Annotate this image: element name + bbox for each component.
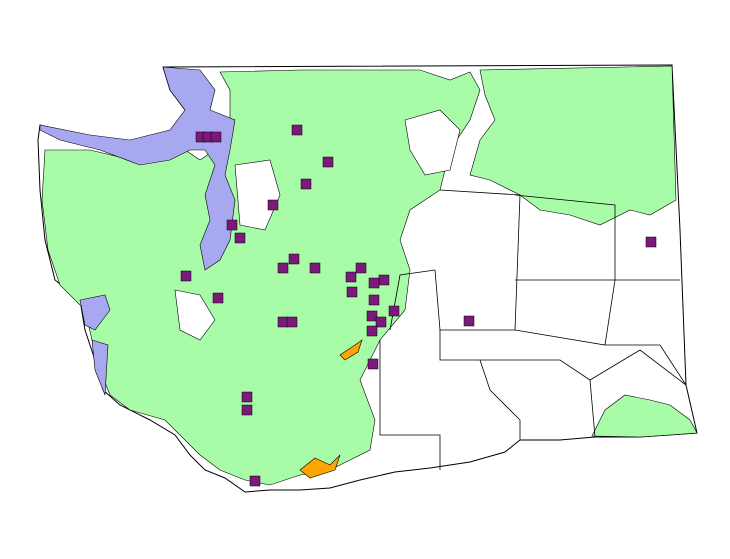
county-boundaries bbox=[379, 189, 687, 470]
site-marker bbox=[226, 219, 238, 231]
site-marker bbox=[368, 277, 380, 289]
site-markers bbox=[180, 124, 657, 487]
site-marker bbox=[300, 178, 312, 190]
puget-sound bbox=[39, 66, 236, 271]
site-marker bbox=[375, 316, 387, 328]
site-marker bbox=[367, 358, 379, 370]
site-marker bbox=[366, 310, 378, 322]
site-marker bbox=[288, 253, 300, 265]
forest-southeast bbox=[591, 394, 698, 438]
site-marker bbox=[463, 315, 475, 327]
site-marker bbox=[345, 271, 357, 283]
site-marker bbox=[277, 262, 289, 274]
site-marker bbox=[277, 316, 289, 328]
site-marker bbox=[267, 199, 279, 211]
site-marker bbox=[210, 131, 222, 143]
site-marker bbox=[378, 274, 390, 286]
site-marker bbox=[355, 262, 367, 274]
site-marker bbox=[234, 232, 246, 244]
site-marker bbox=[180, 270, 192, 282]
grays-harbor bbox=[79, 294, 111, 396]
openland-interior bbox=[174, 109, 461, 341]
site-marker bbox=[322, 156, 334, 168]
site-marker bbox=[291, 124, 303, 136]
site-marker bbox=[241, 391, 253, 403]
site-marker bbox=[249, 475, 261, 487]
site-marker bbox=[346, 286, 358, 298]
site-marker bbox=[241, 404, 253, 416]
site-marker bbox=[388, 305, 400, 317]
site-marker bbox=[286, 316, 298, 328]
site-marker bbox=[645, 236, 657, 248]
forest-northeast bbox=[469, 65, 677, 226]
site-marker bbox=[366, 325, 378, 337]
site-marker bbox=[368, 294, 380, 306]
highlight-area bbox=[299, 339, 363, 479]
site-marker bbox=[309, 262, 321, 274]
site-marker bbox=[212, 292, 224, 304]
